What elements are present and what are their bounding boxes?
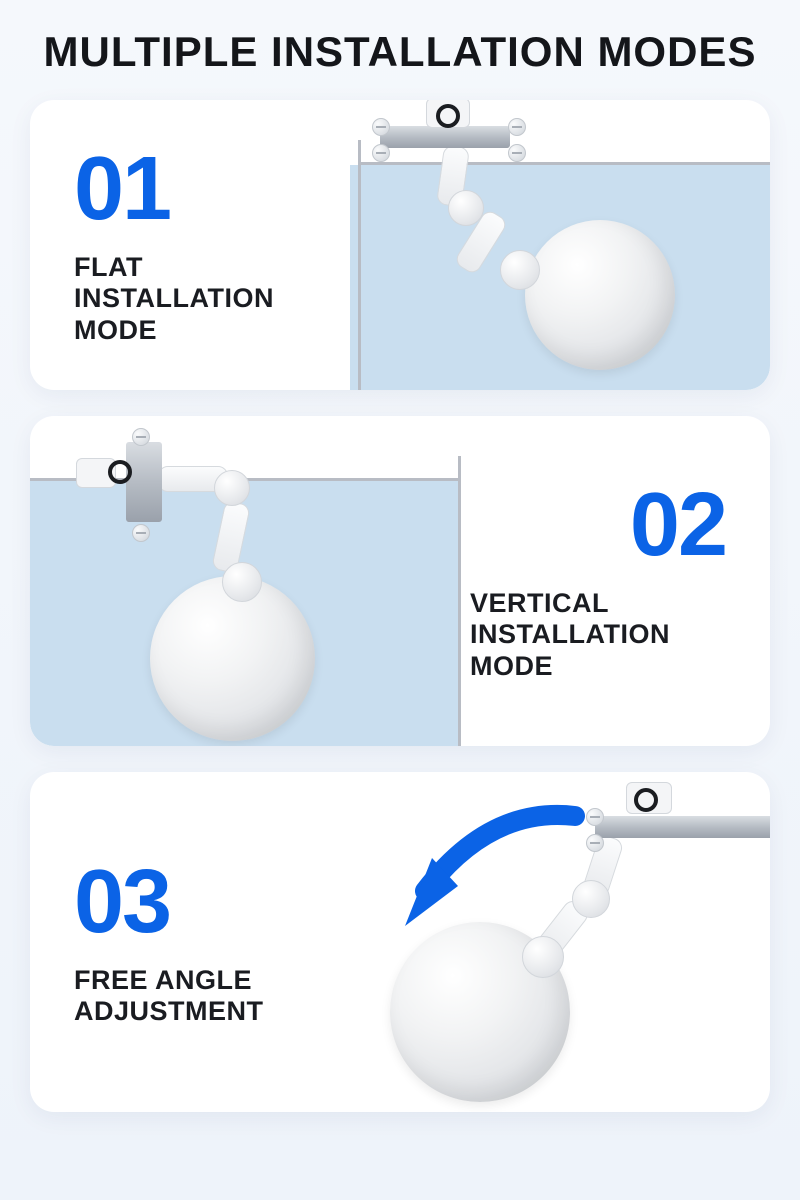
panel-01-label: FLAT INSTALLATION MODE (74, 252, 330, 345)
panel-01: 01 FLAT INSTALLATION MODE (30, 100, 770, 390)
tank-vertical-line (458, 456, 461, 746)
panel-02-text: 02 VERTICAL INSTALLATION MODE (470, 480, 770, 681)
panel-02-label: VERTICAL INSTALLATION MODE (470, 588, 726, 681)
panel-02: 02 VERTICAL INSTALLATION MODE (30, 416, 770, 746)
panel-02-illustration (30, 416, 470, 746)
pivot-joint (448, 190, 484, 226)
panel-03-text: 03 FREE ANGLE ADJUSTMENT (30, 857, 310, 1027)
infographic-page: MULTIPLE INSTALLATION MODES 01 FLAT INST… (0, 0, 800, 1200)
panel-02-number: 02 (630, 480, 726, 570)
thumb-screw-icon (508, 144, 526, 162)
o-ring-icon (634, 788, 658, 812)
mount-bracket (126, 442, 162, 522)
thumb-screw-icon (132, 428, 150, 446)
o-ring-icon (108, 460, 132, 484)
tank-vertical-line (358, 140, 361, 390)
panel-03: 03 FREE ANGLE ADJUSTMENT (30, 772, 770, 1112)
thumb-screw-icon (132, 524, 150, 542)
panel-01-text: 01 FLAT INSTALLATION MODE (30, 144, 330, 345)
page-title: MULTIPLE INSTALLATION MODES (30, 28, 770, 76)
tank-horizontal-line (358, 162, 770, 165)
thumb-screw-icon (372, 118, 390, 136)
mount-bracket (595, 816, 770, 838)
panel-03-number: 03 (74, 857, 310, 947)
pivot-joint (222, 562, 262, 602)
panel-01-illustration (330, 100, 770, 390)
float-ball-icon (150, 576, 315, 741)
rotation-arrow-icon (370, 796, 600, 956)
thumb-screw-icon (508, 118, 526, 136)
pivot-joint (214, 470, 250, 506)
mount-bracket (380, 126, 510, 148)
panel-03-label: FREE ANGLE ADJUSTMENT (74, 965, 310, 1027)
float-ball-icon (525, 220, 675, 370)
pivot-joint (500, 250, 540, 290)
panel-03-illustration (310, 772, 770, 1112)
panel-01-number: 01 (74, 144, 330, 234)
thumb-screw-icon (372, 144, 390, 162)
o-ring-icon (436, 104, 460, 128)
